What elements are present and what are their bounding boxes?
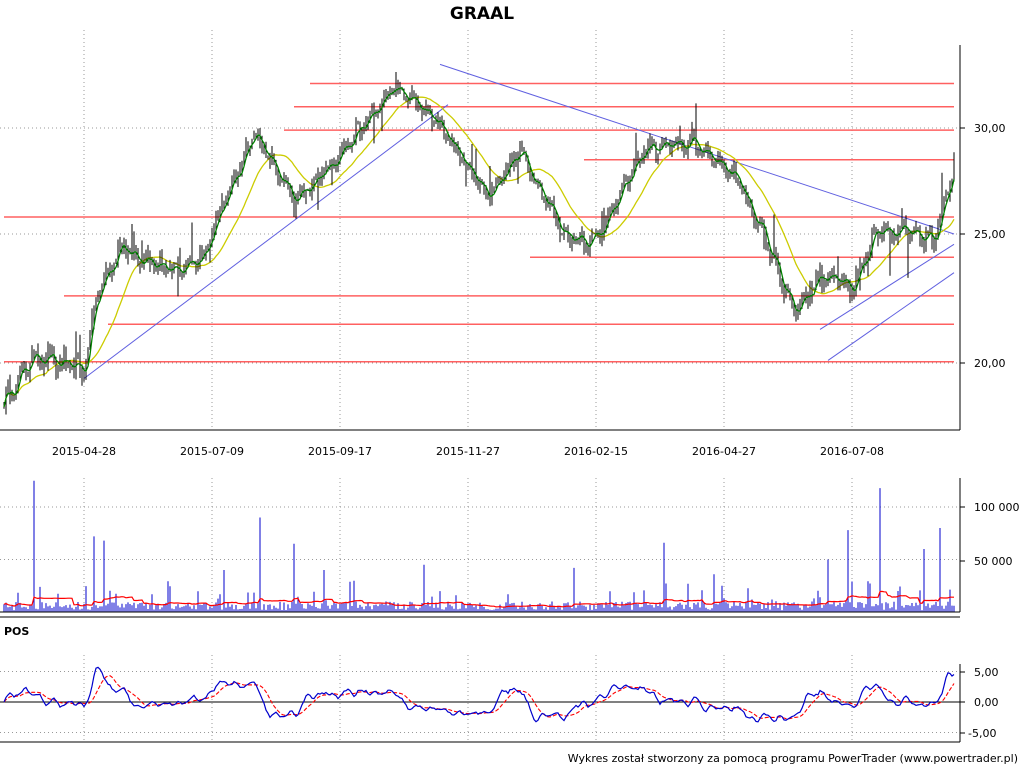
footer-credit: Wykres został stworzony za pomocą progra… bbox=[568, 752, 1018, 765]
price-x-ticks: 2015-04-28 2015-07-09 2015-09-17 2015-11… bbox=[52, 445, 884, 458]
osc-main-line bbox=[3, 666, 955, 723]
trend-line-1 bbox=[439, 63, 955, 235]
price-fast-moving-average bbox=[3, 87, 955, 408]
price-trend-lines bbox=[83, 63, 955, 379]
osc-ytick-0: 0,00 bbox=[974, 696, 999, 709]
trend-line-3 bbox=[827, 272, 955, 361]
volume-bars bbox=[3, 480, 955, 612]
chart-title-group: GRAAL bbox=[450, 4, 514, 24]
xtick-2015-11-27: 2015-11-27 bbox=[436, 445, 500, 458]
osc-signal-line bbox=[3, 675, 955, 720]
price-ytick-30: 30,00 bbox=[974, 122, 1006, 135]
chart-title: GRAAL bbox=[450, 4, 514, 24]
oscillator-signal-line bbox=[3, 675, 955, 720]
xtick-2015-04-28: 2015-04-28 bbox=[52, 445, 116, 458]
oscillator-axes: POS 5,00 0,00 -5,00 bbox=[0, 625, 999, 743]
xtick-2015-09-17: 2015-09-17 bbox=[308, 445, 372, 458]
volume-ytick-100k: 100 000 bbox=[974, 501, 1020, 514]
oscillator-panel-label: POS bbox=[4, 625, 29, 638]
osc-ytick-m5: -5,00 bbox=[968, 727, 996, 740]
xtick-2016-02-15: 2016-02-15 bbox=[564, 445, 628, 458]
volume-ma-line bbox=[3, 590, 954, 608]
price-ytick-25: 25,00 bbox=[974, 228, 1006, 241]
price-candles bbox=[3, 72, 955, 415]
price-y-ticks: 20,00 25,00 30,00 bbox=[960, 122, 1006, 370]
volume-axes: 50 000 100 000 bbox=[0, 478, 1020, 618]
trend-line-2 bbox=[819, 243, 955, 330]
price-grid bbox=[0, 30, 960, 430]
fast-ma-line bbox=[3, 87, 955, 408]
volume-grid bbox=[0, 478, 960, 612]
price-ytick-20: 20,00 bbox=[974, 357, 1006, 370]
price-support-lines bbox=[4, 82, 954, 363]
volume-moving-average bbox=[3, 590, 954, 608]
footer: Wykres został stworzony za pomocą progra… bbox=[568, 752, 1018, 765]
trend-line-0 bbox=[83, 104, 449, 379]
osc-ytick-5: 5,00 bbox=[974, 666, 999, 679]
price-axes bbox=[0, 45, 961, 431]
oscillator-line bbox=[3, 666, 955, 723]
xtick-2016-04-27: 2016-04-27 bbox=[692, 445, 756, 458]
xtick-2015-07-09: 2015-07-09 bbox=[180, 445, 244, 458]
oscillator-grid bbox=[0, 655, 960, 742]
volume-ytick-50k: 50 000 bbox=[974, 555, 1013, 568]
xtick-2016-07-08: 2016-07-08 bbox=[820, 445, 884, 458]
